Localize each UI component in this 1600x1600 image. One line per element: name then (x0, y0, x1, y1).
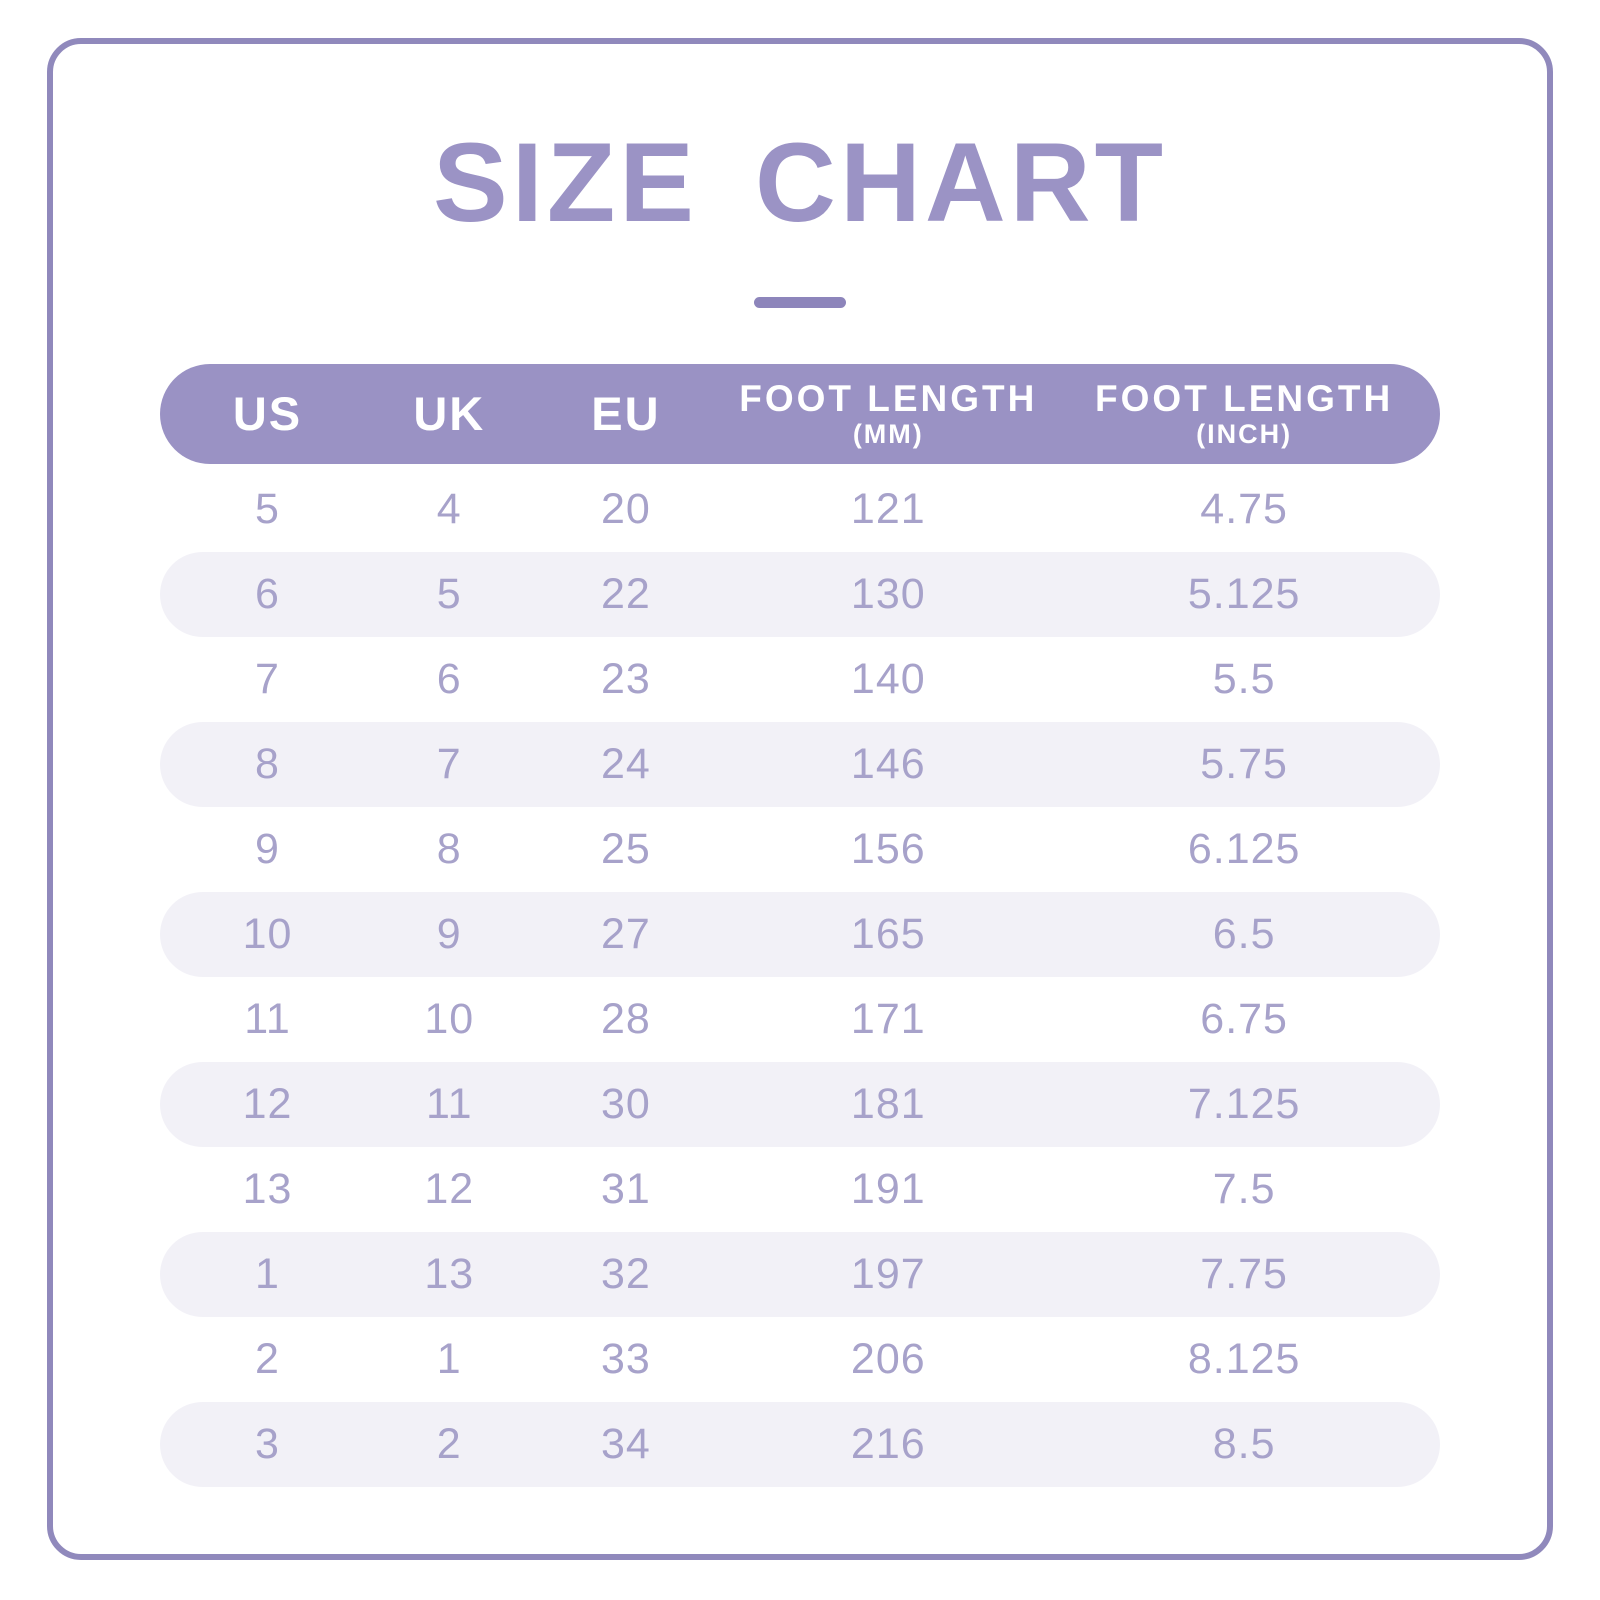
cell-us: 11 (244, 995, 291, 1043)
table-body: 5 4 20 121 4.75 6 5 22 130 5.125 7 6 23 … (160, 467, 1440, 1487)
column-header-label: US (232, 387, 303, 440)
cell-foot-length-inch: 7.75 (1200, 1250, 1288, 1298)
cell-uk: 11 (425, 1080, 473, 1128)
cell-us: 6 (255, 570, 280, 618)
table-row: 8 7 24 146 5.75 (160, 722, 1440, 807)
cell-foot-length-inch: 5.75 (1200, 740, 1288, 788)
column-header-label: FOOT LENGTH (1095, 378, 1394, 419)
cell-eu: 20 (600, 485, 651, 533)
cell-us: 13 (242, 1165, 293, 1213)
cell-eu: 32 (600, 1250, 651, 1298)
cell-foot-length-inch: 8.125 (1187, 1335, 1301, 1383)
cell-eu: 27 (600, 910, 651, 958)
table-row: 5 4 20 121 4.75 (160, 467, 1440, 552)
cell-us: 12 (242, 1080, 293, 1128)
cell-eu: 31 (600, 1165, 651, 1213)
cell-eu: 28 (600, 995, 651, 1043)
cell-foot-length-mm: 181 (850, 1080, 926, 1128)
cell-uk: 7 (436, 740, 462, 788)
cell-uk: 13 (424, 1250, 475, 1298)
cell-foot-length-mm: 216 (850, 1420, 926, 1468)
cell-foot-length-inch: 5.125 (1187, 570, 1301, 618)
cell-uk: 2 (436, 1420, 462, 1468)
cell-foot-length-mm: 197 (850, 1250, 926, 1298)
cell-foot-length-mm: 165 (850, 910, 926, 958)
cell-foot-length-mm: 156 (850, 825, 926, 873)
cell-uk: 12 (424, 1165, 475, 1213)
table-row: 6 5 22 130 5.125 (160, 552, 1440, 637)
cell-eu: 22 (600, 570, 651, 618)
cell-uk: 10 (424, 995, 475, 1043)
table-header-row: US UK EU FOOT LENGTH (MM) FOOT LENGTH (I… (160, 364, 1440, 464)
cell-foot-length-inch: 6.5 (1212, 910, 1276, 958)
page-title: SIZE CHART (433, 120, 1167, 245)
column-header-eu: EU (524, 389, 729, 439)
cell-foot-length-inch: 8.5 (1212, 1420, 1276, 1468)
cell-us: 3 (255, 1420, 280, 1468)
cell-eu: 24 (600, 740, 651, 788)
title-divider (754, 297, 846, 308)
column-header-sublabel: (MM) (852, 419, 924, 449)
table-row: 11 10 28 171 6.75 (160, 977, 1440, 1062)
cell-foot-length-mm: 130 (850, 570, 926, 618)
cell-foot-length-inch: 7.5 (1212, 1165, 1276, 1213)
cell-us: 9 (255, 825, 280, 873)
column-header-us: US (160, 389, 375, 439)
cell-foot-length-mm: 171 (850, 995, 926, 1043)
cell-us: 8 (255, 740, 280, 788)
cell-uk: 8 (436, 825, 462, 873)
cell-foot-length-inch: 6.125 (1187, 825, 1301, 873)
table-row: 2 1 33 206 8.125 (160, 1317, 1440, 1402)
cell-us: 1 (255, 1250, 280, 1298)
cell-uk: 9 (436, 910, 462, 958)
cell-us: 7 (255, 655, 280, 703)
cell-eu: 34 (600, 1420, 651, 1468)
cell-eu: 23 (600, 655, 651, 703)
cell-uk: 1 (436, 1335, 462, 1383)
column-header-foot-length-mm: FOOT LENGTH (MM) (728, 378, 1048, 450)
cell-foot-length-inch: 7.125 (1187, 1080, 1301, 1128)
cell-us: 10 (242, 910, 293, 958)
cell-uk: 6 (436, 655, 462, 703)
cell-foot-length-mm: 191 (850, 1165, 926, 1213)
cell-us: 5 (255, 485, 280, 533)
column-header-foot-length-inch: FOOT LENGTH (INCH) (1048, 378, 1440, 450)
column-header-label: FOOT LENGTH (739, 378, 1038, 419)
cell-eu: 33 (600, 1335, 651, 1383)
cell-eu: 25 (600, 825, 651, 873)
table-row: 9 8 25 156 6.125 (160, 807, 1440, 892)
cell-foot-length-mm: 146 (850, 740, 926, 788)
column-header-sublabel: (INCH) (1196, 419, 1293, 449)
table-row: 1 13 32 197 7.75 (160, 1232, 1440, 1317)
cell-foot-length-mm: 206 (850, 1335, 926, 1383)
column-header-label: UK (413, 387, 486, 440)
table-row: 7 6 23 140 5.5 (160, 637, 1440, 722)
cell-eu: 30 (600, 1080, 651, 1128)
column-header-uk: UK (375, 389, 523, 439)
cell-foot-length-inch: 6.75 (1200, 995, 1288, 1043)
cell-foot-length-inch: 4.75 (1200, 485, 1288, 533)
cell-uk: 5 (436, 570, 462, 618)
cell-foot-length-mm: 140 (850, 655, 926, 703)
size-chart-table: US UK EU FOOT LENGTH (MM) FOOT LENGTH (I… (160, 364, 1440, 1487)
table-row: 13 12 31 191 7.5 (160, 1147, 1440, 1232)
table-row: 10 9 27 165 6.5 (160, 892, 1440, 977)
column-header-label: EU (591, 387, 661, 440)
cell-uk: 4 (436, 485, 462, 533)
cell-us: 2 (255, 1335, 280, 1383)
table-row: 3 2 34 216 8.5 (160, 1402, 1440, 1487)
table-row: 12 11 30 181 7.125 (160, 1062, 1440, 1147)
cell-foot-length-mm: 121 (850, 485, 926, 533)
cell-foot-length-inch: 5.5 (1212, 655, 1276, 703)
